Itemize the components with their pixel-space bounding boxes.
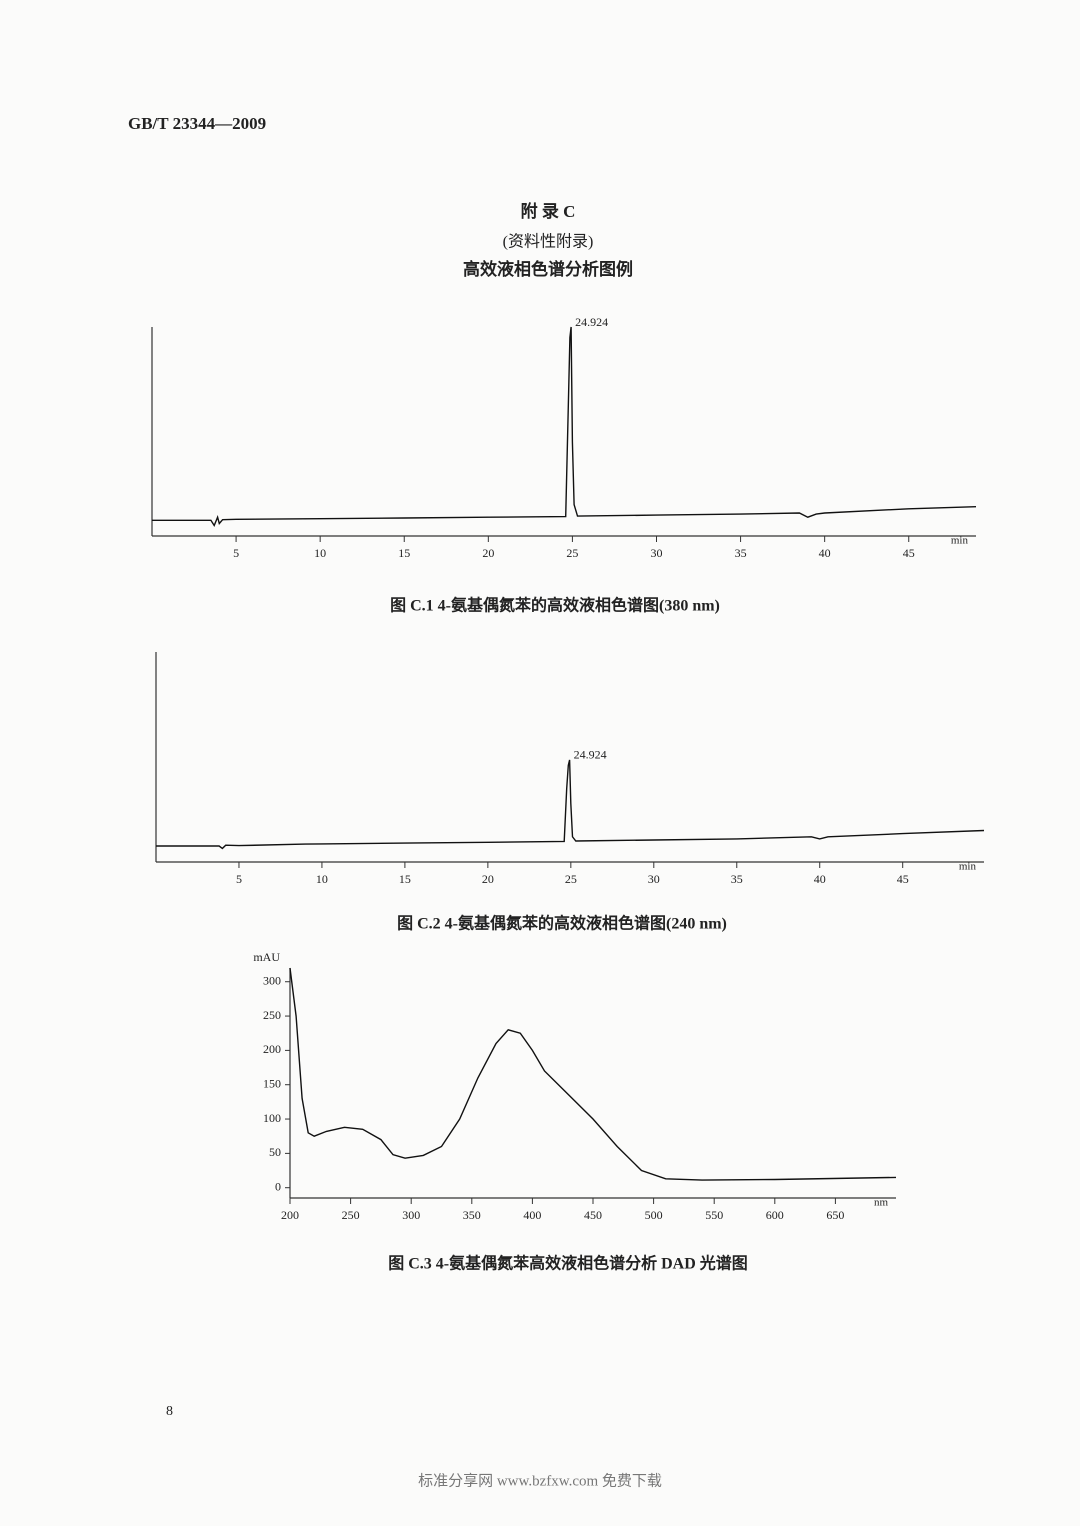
standard-number: GB/T 23344—2009 [128,114,266,133]
x-tick-label: 15 [398,546,410,560]
x-axis-unit: nm [874,1197,889,1209]
x-tick-label: 600 [766,1208,784,1222]
x-tick-label: 300 [402,1208,420,1222]
x-tick-label: 200 [281,1208,299,1222]
x-tick-label: 20 [482,872,494,886]
figure-caption: 图 C.3 4-氨基偶氮苯高效液相色谱分析 DAD 光谱图 [388,1254,748,1273]
x-tick-label: 10 [316,872,328,886]
x-tick-label: 45 [897,872,909,886]
x-tick-label: 5 [236,872,242,886]
x-tick-label: 20 [482,546,494,560]
footer-watermark: 标准分享网 www.bzfxw.com 免费下载 [418,1472,662,1489]
figure-caption: 图 C.1 4-氨基偶氮苯的高效液相色谱图(380 nm) [390,596,720,615]
x-tick-label: 350 [463,1208,481,1222]
page-number: 8 [166,1404,173,1419]
x-tick-label: 250 [342,1208,360,1222]
x-tick-label: 500 [645,1208,663,1222]
x-tick-label: 35 [735,546,747,560]
appendix-note: (资料性附录) [503,233,594,251]
x-tick-label: 25 [565,872,577,886]
figure-caption: 图 C.2 4-氨基偶氮苯的高效液相色谱图(240 nm) [397,914,727,933]
x-tick-label: 30 [650,546,662,560]
y-tick-label: 0 [275,1179,281,1193]
x-tick-label: 40 [814,872,826,886]
x-axis-unit: min [959,861,977,873]
spectrum-line [156,759,985,850]
appendix-subtitle: 高效液相色谱分析图例 [463,259,633,279]
y-tick-label: 300 [263,973,281,987]
x-axis-unit: min [951,535,969,547]
x-tick-label: 30 [648,872,660,886]
x-tick-label: 45 [903,546,915,560]
peak-label: 24.924 [575,315,608,329]
x-tick-label: 550 [705,1208,723,1222]
y-tick-label: 250 [263,1008,281,1022]
x-tick-label: 40 [819,546,831,560]
y-tick-label: 50 [269,1145,281,1159]
y-tick-label: 150 [263,1076,281,1090]
x-tick-label: 450 [584,1208,602,1222]
peak-label: 24.924 [574,748,607,762]
spectrum-line [289,967,897,1181]
x-tick-label: 10 [314,546,326,560]
spectrum-line [152,326,977,528]
x-tick-label: 35 [731,872,743,886]
y-tick-label: 200 [263,1042,281,1056]
x-tick-label: 400 [523,1208,541,1222]
x-tick-label: 25 [566,546,578,560]
appendix-title: 附 录 C [521,201,576,221]
x-tick-label: 5 [233,546,239,560]
y-tick-label: 100 [263,1111,281,1125]
x-tick-label: 650 [826,1208,844,1222]
x-tick-label: 15 [399,872,411,886]
y-axis-unit: mAU [253,950,280,964]
